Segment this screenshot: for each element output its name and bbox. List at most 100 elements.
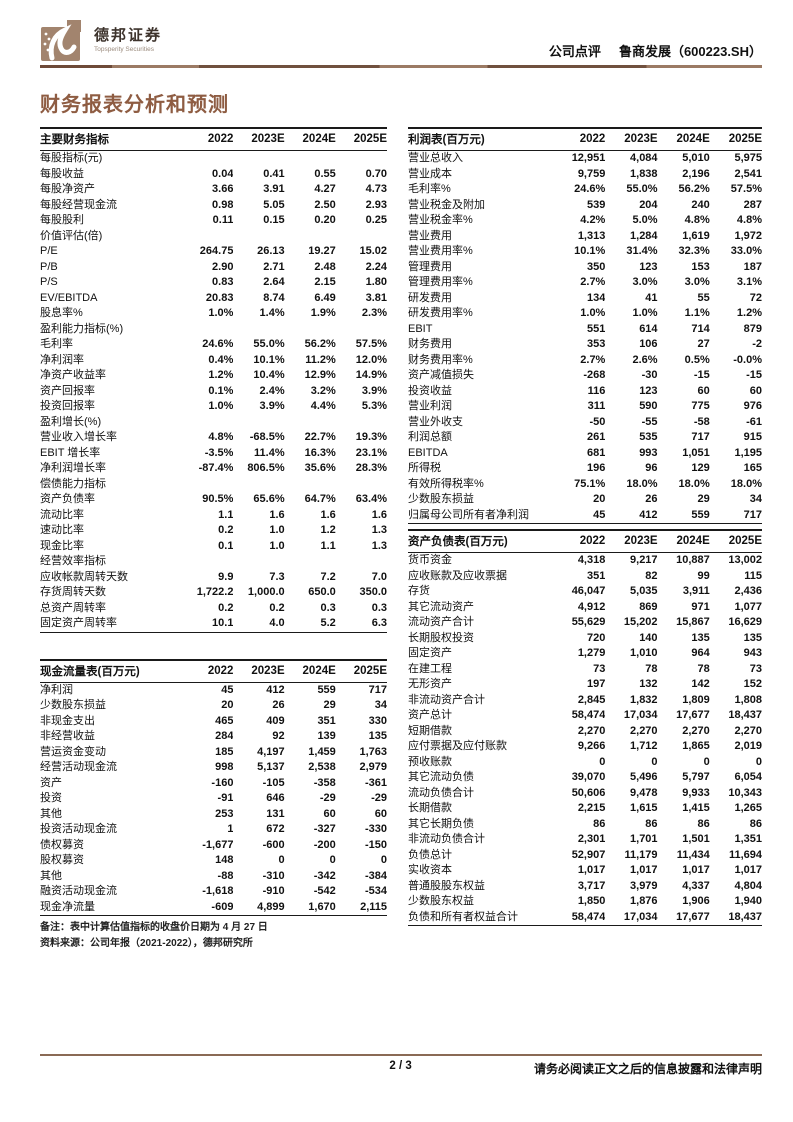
cell-value: 1,195	[734, 446, 762, 459]
cell-value: 351	[586, 569, 606, 582]
table-row: 管理费用率% 2.7% 3.0% 3.0% 3.1%	[408, 275, 762, 291]
cell-value: 1.6	[371, 508, 387, 521]
row-label: 营业总收入	[408, 152, 463, 164]
cell-value: 284	[215, 730, 234, 742]
cell-value: 139	[317, 730, 336, 742]
row-label: 其他	[40, 869, 62, 882]
cell-value: 717	[743, 508, 762, 521]
cell-value: 1,619	[682, 229, 710, 242]
row-label: 资产总计	[408, 709, 452, 721]
cell-value: 132	[639, 678, 658, 690]
cell-value: 1,017	[577, 864, 606, 876]
row-label: 营业收入增长率	[40, 431, 117, 443]
cell-value: 11,434	[676, 848, 710, 861]
cell-value: 1,972	[734, 229, 762, 242]
table-row: 现金比率 0.1 1.0 1.1 1.3	[40, 539, 387, 555]
cell-value: -268	[583, 369, 606, 381]
table-row: 应付票据及应付账款 9,266 1,712 1,865 2,019	[408, 739, 762, 755]
cell-value: 0	[599, 755, 606, 768]
cell-value: 26	[272, 699, 285, 711]
cell-value: 2,215	[577, 802, 606, 814]
table-row: 固定资产周转率 10.1 4.0 5.2 6.3	[40, 616, 387, 632]
table-row: 净利润增长率 -87.4% 806.5% 35.6% 28.3%	[40, 461, 387, 477]
cell-value: -68.5%	[249, 431, 285, 443]
row-label: 利润总额	[408, 431, 452, 443]
footer-disclaimer: 请务必阅读正文之后的信息披露和法律声明	[533, 1062, 762, 1076]
cell-value: 1,077	[734, 600, 762, 613]
cell-value: 1.1	[218, 508, 234, 521]
cell-value: 5,496	[630, 771, 658, 783]
table-row: 净利润率 0.4% 10.1% 11.2% 12.0%	[40, 353, 387, 369]
cell-value: 2,019	[734, 740, 762, 752]
cell-value: -91	[217, 792, 234, 804]
cell-value: 1,876	[630, 895, 658, 907]
cell-value: 15.02	[359, 245, 387, 257]
section-label: 盈利能力指标(%)	[40, 322, 124, 335]
cell-value: 78	[645, 662, 658, 675]
row-label: 财务费用	[408, 338, 452, 350]
table-row: 投资收益 116 123 60 60	[408, 384, 762, 400]
cell-value: 26	[645, 493, 658, 505]
cell-value: 3.91	[263, 183, 285, 195]
table-row: 股息率% 1.0% 1.4% 1.9% 2.3%	[40, 306, 387, 322]
cell-value: 330	[368, 714, 387, 727]
cell-value: 15,202	[623, 616, 658, 628]
cell-value: 351	[317, 714, 336, 727]
cell-value: 26.13	[257, 245, 285, 257]
row-label: 每股股利	[40, 214, 84, 226]
table-row: 流动负债合计 50,606 9,478 9,933 10,343	[408, 786, 762, 802]
cell-value: 1.80	[365, 276, 387, 288]
cell-value: 86	[749, 817, 762, 830]
row-label: 少数股东损益	[408, 493, 474, 505]
table-row: 其他 253 131 60 60	[40, 807, 387, 823]
table-row: 非流动负债合计 2,301 1,701 1,501 1,351	[408, 832, 762, 848]
section-row: 偿债能力指标	[40, 477, 387, 493]
row-label: 营运资金变动	[40, 745, 106, 758]
cell-value: 2.93	[365, 198, 387, 211]
row-label: 现金比率	[40, 539, 84, 552]
cell-value: 0.04	[212, 167, 234, 180]
cell-value: 29	[697, 493, 710, 505]
table-row: 净资产收益率 1.2% 10.4% 12.9% 14.9%	[40, 368, 387, 384]
cell-value: 9,759	[577, 167, 606, 180]
income-table: 利润表(百万元) 2022 2023E 2024E 2025E 营业总收入 12,951 4,…	[408, 127, 762, 524]
row-label: 其它流动负债	[408, 771, 474, 783]
table-row: 融资活动现金流 -1,618 -910 -542 -534	[40, 884, 387, 900]
cell-value: 9,478	[630, 786, 658, 799]
table-row: 其它流动资产 4,912 869 971 1,077	[408, 600, 762, 616]
cell-value: 10.1%	[253, 353, 285, 366]
cell-value: -105	[262, 776, 285, 789]
cell-value: 2.24	[365, 260, 387, 273]
row-label: 流动负债合计	[408, 786, 474, 799]
cell-value: 29	[323, 699, 336, 711]
table-row: 存货 46,047 5,035 3,911 2,436	[408, 584, 762, 600]
table-row: 预收账款 0 0 0 0	[408, 755, 762, 771]
page-header: 德邦证券 Topsperity Securities 公司点评 鲁商发展（6002…	[40, 16, 762, 62]
company-name: 鲁商发展（600223.SH）	[618, 44, 762, 59]
cell-value: -87.4%	[198, 462, 234, 474]
cell-value: 1,763	[359, 745, 387, 758]
section-label: 偿债能力指标	[40, 477, 106, 490]
cell-value: 3.1%	[736, 276, 762, 288]
cell-value: 60	[749, 384, 762, 397]
row-label: 应收账款及应收票据	[408, 569, 507, 582]
table-title: 资产负债表(百万元)	[408, 529, 554, 553]
cell-value: 261	[586, 431, 606, 443]
key-metrics-table-wrap: 主要财务指标 2022 2023E 2024E 2025E 每股指标(元) 每股收益 0.04…	[40, 127, 387, 633]
row-label: 短期借款	[408, 724, 452, 737]
cell-value: 350.0	[359, 586, 387, 598]
cell-value: 0.11	[212, 214, 234, 226]
row-label: 长期借款	[408, 802, 452, 814]
section-label: 盈利增长(%)	[40, 415, 102, 428]
row-label: 资产回报率	[40, 384, 95, 397]
table-row: 少数股东损益 20 26 29 34	[408, 492, 762, 508]
row-label: 营业费用	[408, 229, 452, 242]
table-row: 资产总计 58,474 17,034 17,677 18,437	[408, 708, 762, 724]
cell-value: 7.2	[320, 570, 336, 583]
cell-value: 55,629	[571, 616, 606, 628]
cell-value: 1,701	[630, 833, 658, 845]
cell-value: -3.5%	[204, 446, 234, 459]
cell-value: 646	[266, 792, 285, 804]
cell-value: 1,809	[682, 693, 710, 706]
